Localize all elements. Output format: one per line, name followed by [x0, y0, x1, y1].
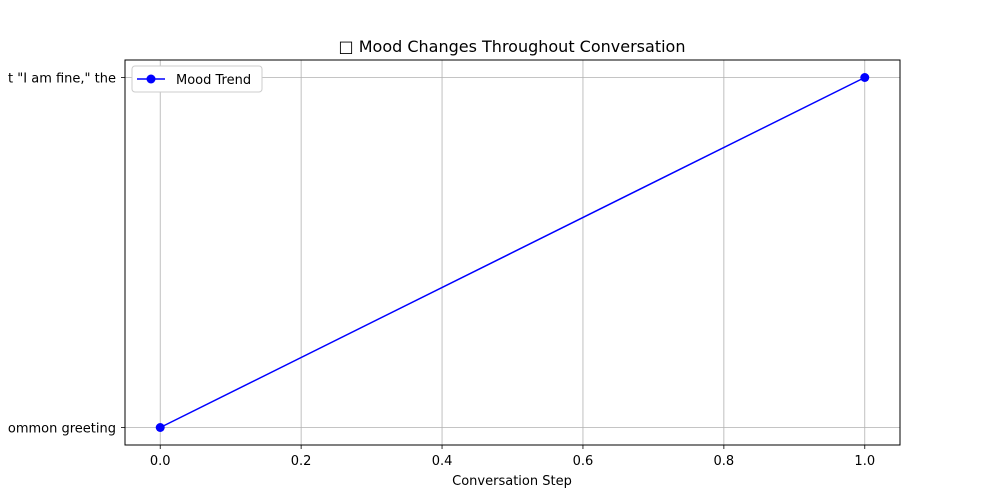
x-tick-label: 0.8	[714, 454, 735, 469]
series-layer	[155, 73, 870, 432]
y-tick-label: ommon greeting	[8, 422, 116, 437]
y-tick-layer: ommon greeting t "I am fine," the	[8, 72, 125, 437]
x-axis-label: Conversation Step	[452, 474, 572, 489]
legend-label: Mood Trend	[176, 73, 251, 88]
x-tick-label: 1.0	[854, 454, 875, 469]
legend: Mood Trend	[131, 65, 263, 93]
x-tick-label: 0.6	[573, 454, 594, 469]
legend-box	[131, 65, 263, 93]
x-tick-label: 0.4	[432, 454, 453, 469]
plot-frame	[124, 59, 901, 446]
x-tick-label: 0.0	[150, 454, 171, 469]
x-tick-label: 0.2	[291, 454, 312, 469]
chart-title: □ Mood Changes Throughout Conversation	[339, 37, 686, 56]
x-tick-layer: 0.0 0.2 0.4 0.6 0.8 1.0	[150, 445, 875, 469]
legend-marker-swatch	[146, 74, 156, 84]
data-point	[860, 73, 870, 82]
series-line	[159, 76, 866, 429]
data-point	[155, 423, 165, 432]
y-tick-label: t "I am fine," the	[8, 72, 116, 87]
